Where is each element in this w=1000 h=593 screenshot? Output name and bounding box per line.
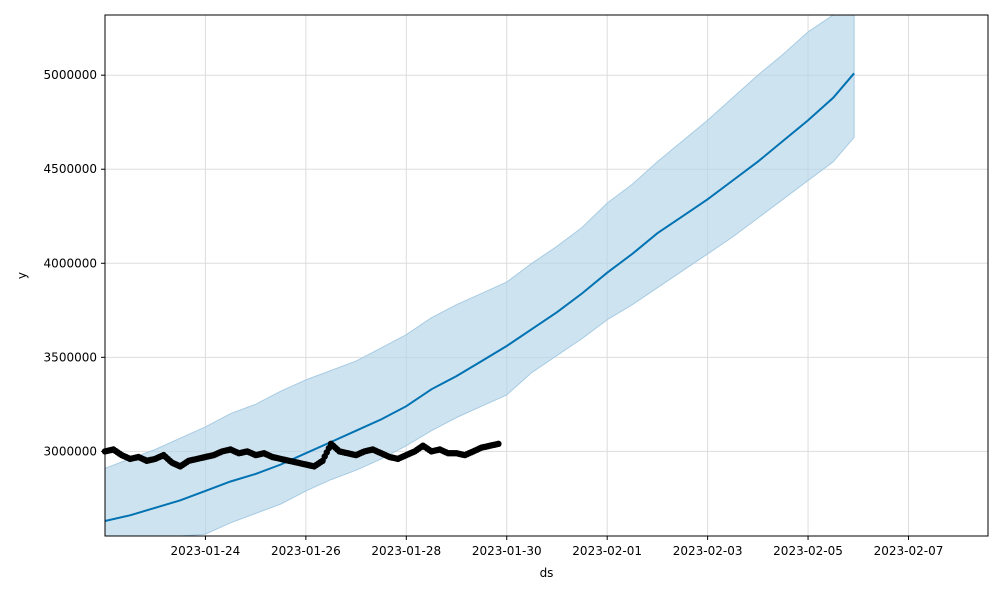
x-axis-ticks: 2023-01-24 2023-01-26 2023-01-28 2023-01-30… [171, 536, 944, 558]
x-tick-label: 2023-01-28 [371, 544, 441, 558]
y-axis-ticks: 3000000 3500000 4000000 4500000 5000000 [44, 68, 105, 458]
y-tick-label: 3000000 [44, 444, 97, 458]
forecast-line [104, 72, 855, 522]
y-tick-label: 4000000 [44, 256, 97, 270]
x-tick-label: 2023-02-05 [773, 544, 843, 558]
y-axis-title: y [15, 272, 29, 279]
x-tick-label: 2023-01-26 [271, 544, 341, 558]
observed-point [495, 440, 502, 447]
x-tick-label: 2023-02-07 [874, 544, 944, 558]
x-tick-label: 2023-02-01 [572, 544, 642, 558]
observed-points [101, 440, 502, 470]
x-tick-label: 2023-02-03 [673, 544, 743, 558]
plot-area-frame [104, 14, 989, 537]
y-tick-label: 3500000 [44, 350, 97, 364]
x-axis-title: ds [540, 566, 554, 580]
x-tick-label: 2023-01-30 [472, 544, 542, 558]
y-tick-label: 5000000 [44, 68, 97, 82]
y-tick-label: 4500000 [44, 162, 97, 176]
x-tick-label: 2023-01-24 [171, 544, 241, 558]
uncertainty-band [104, 14, 855, 537]
